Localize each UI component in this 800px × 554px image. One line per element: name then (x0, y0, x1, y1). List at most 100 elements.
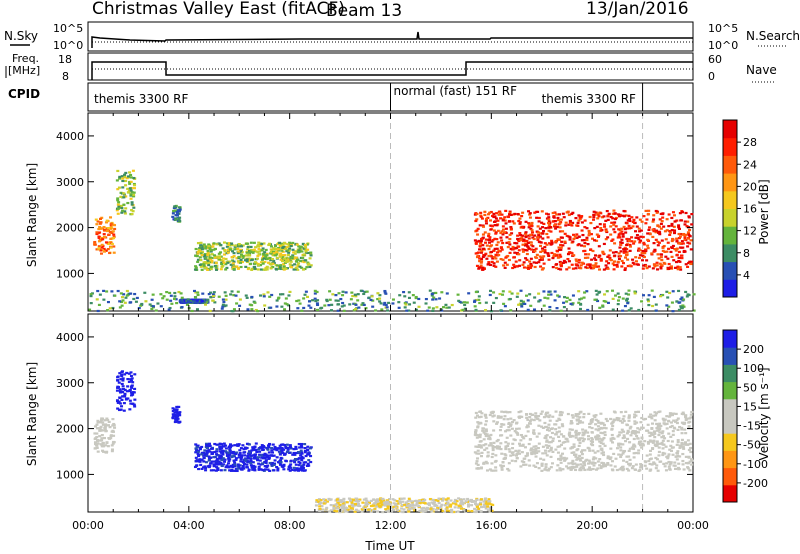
power-cell (281, 255, 285, 258)
velocity-cell (473, 451, 477, 454)
power-cell (627, 309, 631, 312)
power-cell (126, 201, 130, 205)
power-cell (224, 304, 228, 307)
velocity-cell (131, 381, 135, 384)
power-cell (323, 304, 327, 307)
velocity-cell (250, 449, 254, 452)
velocity-cell (492, 441, 496, 444)
velocity-cell (227, 454, 231, 457)
velocity-cell (502, 418, 506, 421)
power-cell (570, 224, 574, 227)
velocity-cell (199, 463, 203, 467)
power-cell (213, 256, 217, 259)
velocity-cell (241, 464, 245, 468)
power-cell (690, 212, 694, 216)
power-cell (287, 294, 291, 297)
velocity-cell (221, 457, 225, 460)
velocity-cell (531, 448, 535, 451)
power-cell (219, 268, 223, 271)
power-cell (300, 309, 304, 312)
power-cell (203, 253, 207, 256)
velocity-cell (175, 419, 179, 422)
velocity-cell (268, 469, 272, 473)
power-cell (217, 252, 221, 255)
power-cell (405, 309, 409, 312)
velocity-cell (576, 422, 580, 425)
power-cell (239, 265, 243, 269)
velocity-cell (96, 439, 100, 442)
velocity-cell (511, 453, 515, 457)
velocity-cell (262, 446, 266, 449)
power-cell (478, 301, 482, 305)
velocity-cell (599, 441, 603, 445)
power-cell (503, 216, 507, 219)
power-cell (301, 242, 305, 246)
power-cell (533, 250, 537, 253)
power-cell (126, 187, 130, 190)
velocity-cell (559, 469, 563, 472)
power-cell (482, 247, 486, 250)
power-cell (173, 291, 177, 295)
power-cell (568, 219, 572, 223)
power-cell (248, 254, 252, 257)
power-cell (664, 238, 668, 241)
power-cell (565, 300, 569, 303)
power-cell (120, 296, 124, 299)
velocity-cell (257, 467, 261, 470)
velocity-cell (557, 458, 561, 461)
velocity-cell (494, 466, 498, 469)
power-cell (494, 265, 498, 268)
velocity-cell (270, 464, 274, 467)
velocity-cell (487, 434, 491, 438)
velocity-cell (568, 431, 572, 434)
power-cell (487, 213, 491, 216)
power-cell (194, 268, 198, 271)
power-cell (660, 220, 664, 223)
power-cell (676, 268, 680, 271)
velocity-cell (472, 500, 476, 503)
power-cell (113, 224, 117, 227)
power-cell (523, 248, 527, 252)
power-cell (618, 213, 622, 216)
velocity-cell (541, 426, 545, 430)
velocity-cell (484, 443, 488, 446)
power-cell (325, 299, 329, 303)
velocity-cell (228, 458, 232, 461)
velocity-cell (242, 448, 246, 451)
power-cell (542, 222, 546, 226)
velocity-cell (507, 469, 511, 472)
velocity-cell (655, 441, 659, 444)
power-cell (229, 293, 233, 296)
velocity-cell (569, 466, 573, 469)
velocity-cell (528, 419, 532, 423)
power-cell (212, 291, 216, 294)
power-cell (111, 223, 115, 226)
power-cell (341, 290, 345, 293)
velocity-cell (688, 460, 692, 463)
velocity-cell (592, 457, 596, 460)
power-cell (653, 265, 657, 268)
power-cell (302, 297, 306, 300)
velocity-cell (244, 447, 248, 450)
power-cell (109, 222, 113, 225)
power-cell (267, 261, 271, 264)
power-cell (280, 267, 284, 271)
velocity-cell (598, 458, 602, 461)
power-cell (218, 255, 222, 258)
power-cell (518, 264, 522, 267)
power-cell (539, 257, 543, 260)
power-cell (101, 227, 105, 230)
velocity-cell (510, 459, 514, 462)
power-cell (341, 294, 345, 297)
power-cell (489, 255, 493, 258)
velocity-cell (657, 433, 661, 437)
velocity-cell (662, 419, 666, 422)
power-cell (501, 290, 505, 293)
power-cell (204, 303, 208, 306)
power-cell (503, 261, 507, 264)
velocity-cell (224, 450, 228, 453)
power-cell (499, 217, 503, 220)
power-cell (98, 293, 102, 296)
velocity-cell (660, 432, 664, 435)
velocity-cell (93, 441, 97, 444)
